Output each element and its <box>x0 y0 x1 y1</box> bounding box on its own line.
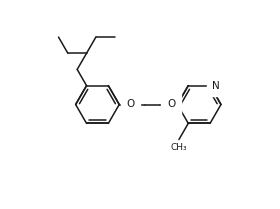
Text: N: N <box>212 81 220 91</box>
Text: O: O <box>167 99 175 110</box>
Text: CH₃: CH₃ <box>171 143 187 152</box>
Text: O: O <box>127 99 135 110</box>
